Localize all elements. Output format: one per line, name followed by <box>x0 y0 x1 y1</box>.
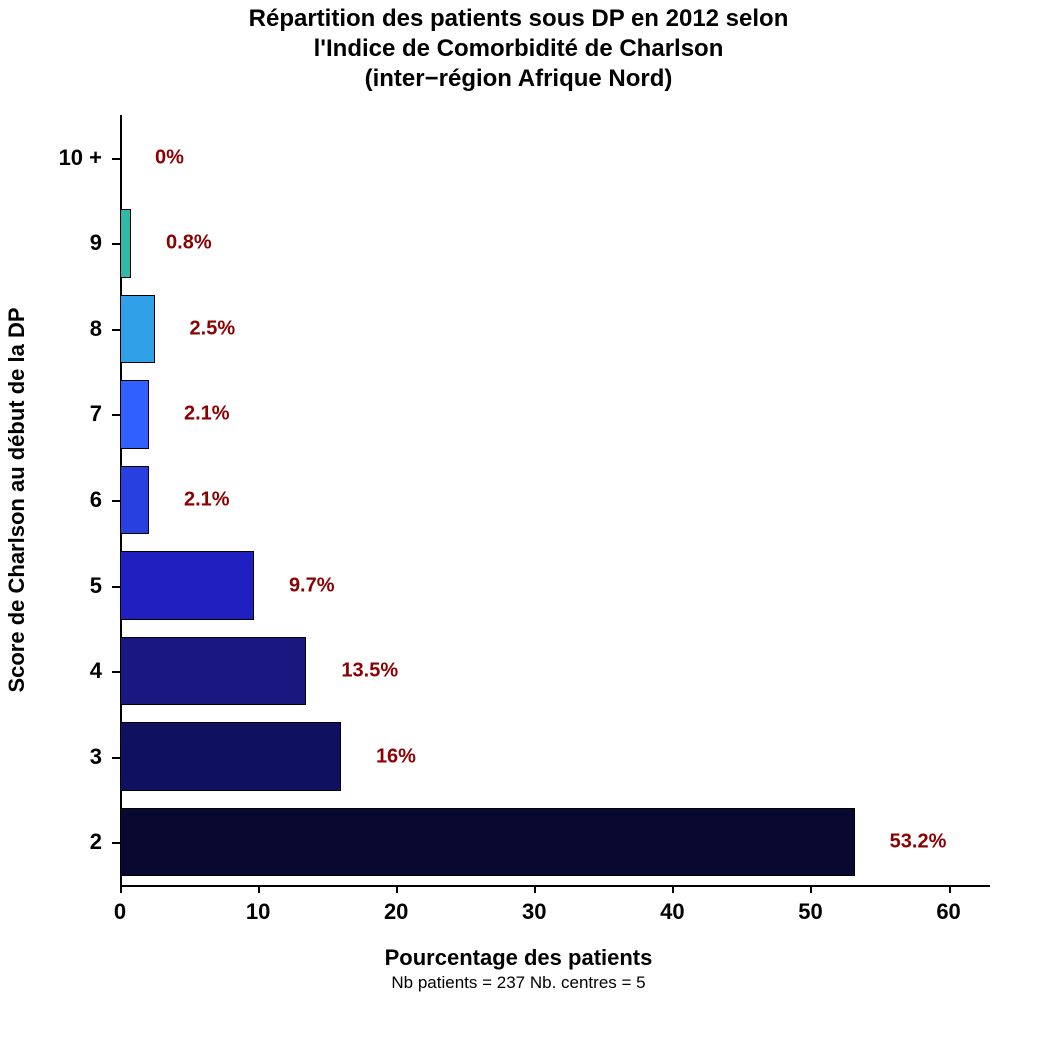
x-tick-label: 20 <box>384 899 408 925</box>
chart-sub-caption: Nb patients = 237 Nb. centres = 5 <box>0 973 1037 993</box>
chart-container: Répartition des patients sous DP en 2012… <box>0 0 1037 1038</box>
chart-title-line2: l'Indice de Comorbidité de Charlson <box>314 35 724 62</box>
x-tick <box>120 885 122 893</box>
bar-value-label: 0.8% <box>166 232 212 255</box>
x-tick <box>949 885 951 893</box>
y-tick <box>112 500 120 502</box>
y-tick <box>112 842 120 844</box>
bar <box>120 808 855 876</box>
bar-value-label: 2.5% <box>190 317 236 340</box>
x-tick <box>396 885 398 893</box>
y-axis-title: Score de Charlson au début de la DP <box>4 307 30 692</box>
chart-title-line3: (inter−région Afrique Nord) <box>365 65 673 92</box>
y-tick-label: 2 <box>90 829 102 855</box>
y-tick-label: 9 <box>90 230 102 256</box>
bar <box>120 380 149 448</box>
y-tick <box>112 757 120 759</box>
plot-area: 01020304050602345678910 +53.2%16%13.5%9.… <box>120 115 990 885</box>
bar <box>120 295 155 363</box>
y-tick-label: 3 <box>90 744 102 770</box>
x-tick-label: 30 <box>522 899 546 925</box>
x-tick <box>534 885 536 893</box>
x-axis-line <box>120 885 990 887</box>
x-tick-label: 60 <box>936 899 960 925</box>
x-tick <box>258 885 260 893</box>
bar-value-label: 53.2% <box>890 831 947 854</box>
x-tick <box>810 885 812 893</box>
y-tick <box>112 414 120 416</box>
y-tick-label: 10 + <box>59 145 102 171</box>
x-tick-label: 40 <box>660 899 684 925</box>
y-tick-label: 5 <box>90 573 102 599</box>
y-tick-label: 4 <box>90 658 102 684</box>
x-tick-label: 50 <box>798 899 822 925</box>
bar <box>120 466 149 534</box>
bar-value-label: 0% <box>155 146 184 169</box>
bar-value-label: 2.1% <box>184 489 230 512</box>
bar <box>120 209 131 277</box>
bar-value-label: 13.5% <box>341 660 398 683</box>
bar-value-label: 2.1% <box>184 403 230 426</box>
x-axis-title: Pourcentage des patients <box>0 945 1037 971</box>
chart-title-line1: Répartition des patients sous DP en 2012… <box>249 5 789 32</box>
bar <box>120 551 254 619</box>
y-tick <box>112 243 120 245</box>
y-tick-label: 7 <box>90 401 102 427</box>
y-tick <box>112 586 120 588</box>
bar-value-label: 9.7% <box>289 574 335 597</box>
x-tick-label: 10 <box>246 899 270 925</box>
bar <box>120 637 306 705</box>
y-tick <box>112 158 120 160</box>
bar <box>120 722 341 790</box>
bar-value-label: 16% <box>376 745 416 768</box>
x-tick-label: 0 <box>114 899 126 925</box>
y-tick <box>112 671 120 673</box>
y-tick <box>112 329 120 331</box>
y-tick-label: 8 <box>90 316 102 342</box>
x-tick <box>672 885 674 893</box>
y-tick-label: 6 <box>90 487 102 513</box>
chart-title: Répartition des patients sous DP en 2012… <box>0 4 1037 94</box>
